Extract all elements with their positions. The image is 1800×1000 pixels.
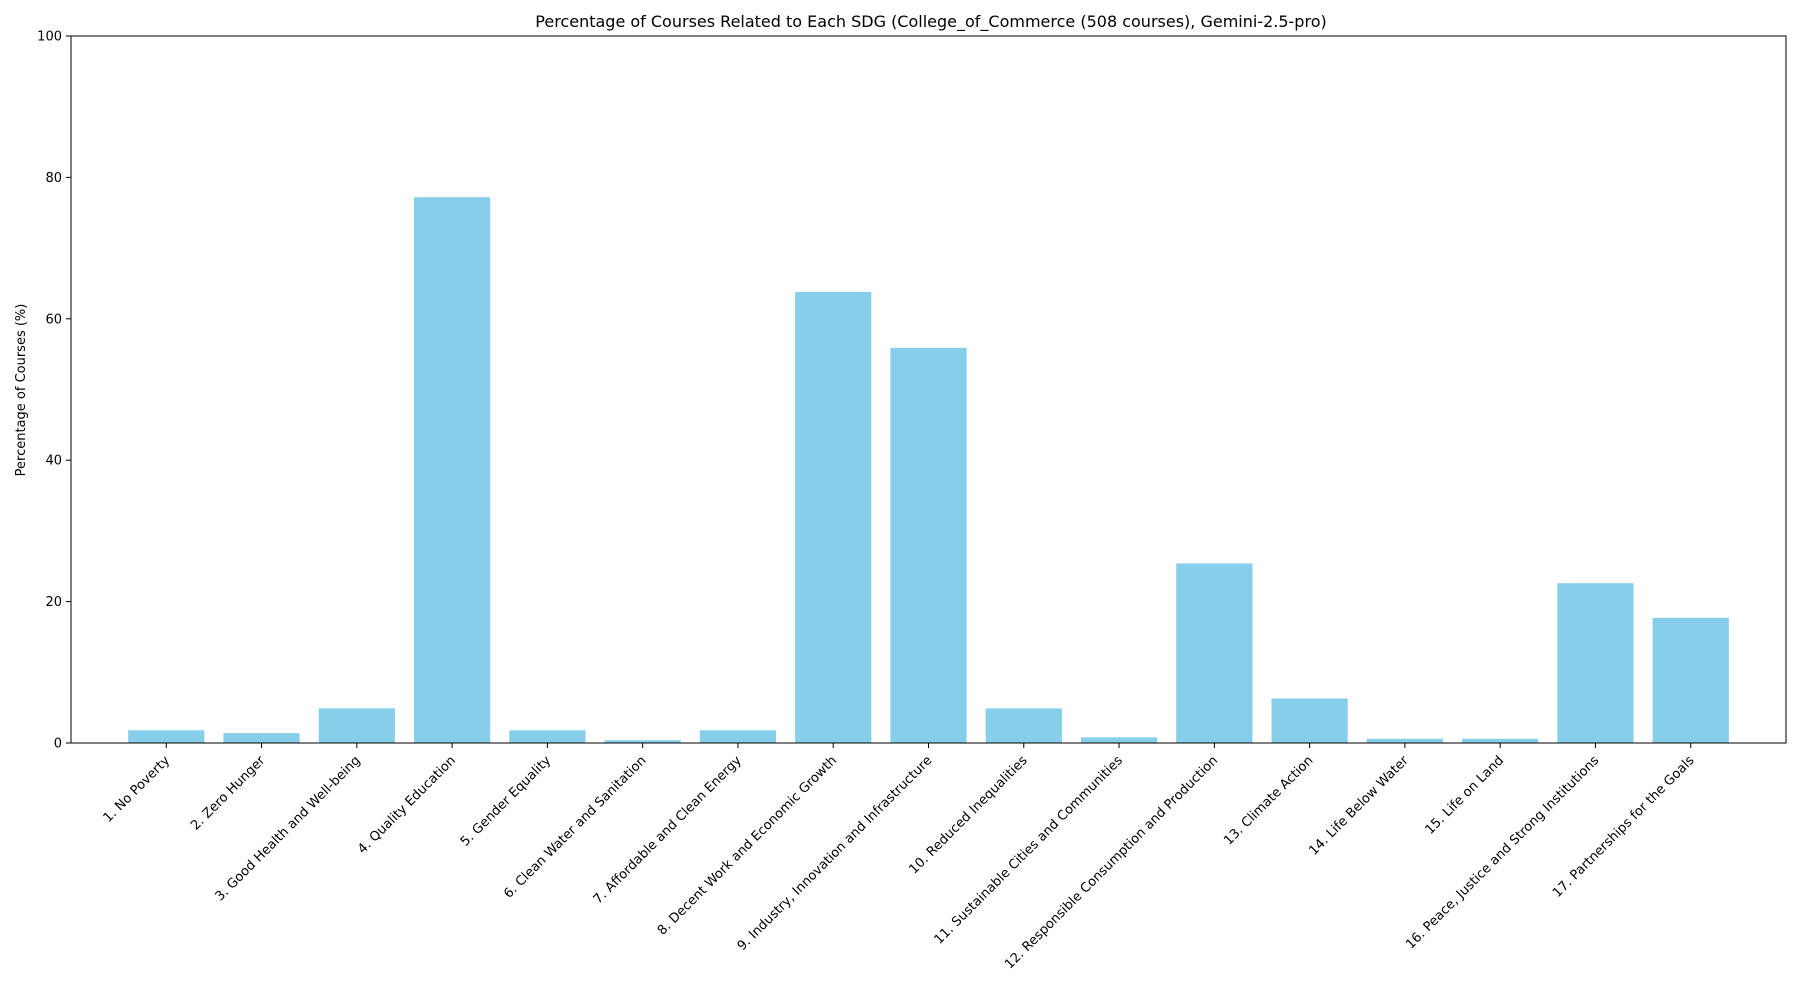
bar-3 bbox=[318, 708, 395, 743]
y-tick-label: 80 bbox=[45, 171, 62, 186]
bar-11 bbox=[1080, 737, 1158, 743]
x-tick-label: 16. Peace, Justice and Strong Institutio… bbox=[1403, 753, 1602, 952]
plot-frame bbox=[70, 35, 1787, 744]
x-tick-label: 5. Gender Equality bbox=[458, 753, 555, 850]
x-tick-label: 9. Industry, Innovation and Infrastructu… bbox=[735, 753, 936, 954]
x-tick-label: 15. Life on Land bbox=[1423, 753, 1507, 837]
x-tick-label: 12. Responsible Consumption and Producti… bbox=[1002, 753, 1221, 972]
x-tick-label: 14. Life Below Water bbox=[1306, 753, 1412, 859]
bar-17 bbox=[1652, 617, 1729, 743]
chart-title: Percentage of Courses Related to Each SD… bbox=[535, 12, 1326, 32]
bar-10 bbox=[985, 708, 1062, 743]
y-tick-label: 40 bbox=[45, 454, 62, 469]
x-tick-label: 4. Quality Education bbox=[355, 753, 459, 857]
y-axis-label: Percentage of Courses (%) bbox=[14, 304, 29, 477]
bar-6 bbox=[604, 740, 681, 743]
bar-5 bbox=[509, 730, 586, 743]
bar-7 bbox=[699, 730, 777, 743]
bar-14 bbox=[1366, 738, 1443, 743]
bar-4 bbox=[414, 197, 491, 743]
bar-13 bbox=[1271, 698, 1348, 743]
bar-12 bbox=[1176, 563, 1253, 743]
x-tick-label: 13. Climate Action bbox=[1221, 753, 1316, 848]
bar-1 bbox=[128, 730, 205, 743]
y-tick-label: 60 bbox=[45, 312, 62, 327]
bar-8 bbox=[795, 291, 872, 743]
bar-15 bbox=[1462, 738, 1539, 743]
y-tick-label: 100 bbox=[37, 30, 62, 45]
bar-16 bbox=[1557, 583, 1634, 743]
x-tick-label: 8. Decent Work and Economic Growth bbox=[655, 753, 840, 938]
x-tick-label: 11. Sustainable Cities and Communities bbox=[932, 753, 1126, 947]
x-tick-label: 2. Zero Hunger bbox=[188, 753, 269, 834]
bars-group bbox=[128, 197, 1729, 743]
y-tick-label: 0 bbox=[54, 737, 62, 752]
bar-2 bbox=[223, 733, 300, 743]
x-tick-label: 1. No Poverty bbox=[101, 753, 174, 826]
y-tick-label: 20 bbox=[45, 595, 62, 610]
x-tick-label: 7. Affordable and Clean Energy bbox=[591, 753, 745, 907]
bar-9 bbox=[890, 347, 967, 743]
y-axis-ticks: 0 20 40 60 80 100 bbox=[37, 30, 71, 752]
